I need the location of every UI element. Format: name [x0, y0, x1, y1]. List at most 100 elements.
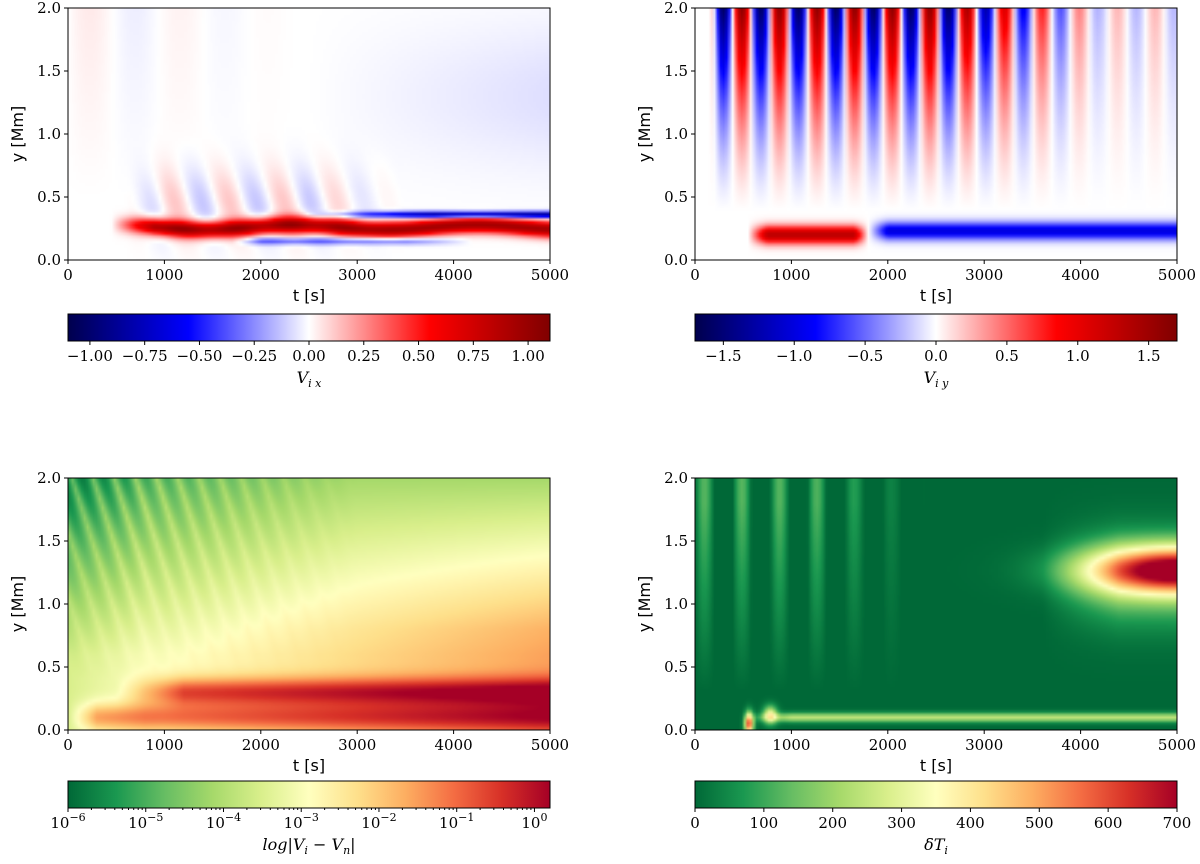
heatmap-image — [68, 8, 550, 260]
colorbar-tick-label: 200 — [818, 814, 847, 832]
x-tick-label: 0 — [690, 736, 700, 754]
y-tick-label: 0.0 — [664, 251, 688, 269]
x-tick-label: 2000 — [242, 736, 280, 754]
y-tick-label: 0.5 — [37, 188, 61, 206]
heatmap-image — [68, 478, 550, 730]
colorbar-tick-label: 1.5 — [1137, 347, 1161, 365]
colorbar — [67, 313, 551, 342]
colorbar-tick-label: 300 — [887, 814, 916, 832]
colorbar-tick-label: 1.00 — [511, 347, 544, 365]
y-tick-label: 0.5 — [664, 188, 688, 206]
x-tick-label: 4000 — [435, 266, 473, 284]
x-tick-label: 3000 — [965, 266, 1003, 284]
colorbar-tick-label: −0.5 — [847, 347, 883, 365]
x-tick-label: 5000 — [531, 736, 569, 754]
colorbar-tick-label: 100 — [521, 811, 547, 832]
x-tick-label: 1000 — [772, 266, 810, 284]
colorbar-label: Vi x — [297, 368, 323, 390]
x-tick-label: 4000 — [435, 736, 473, 754]
y-tick-label: 1.0 — [37, 125, 61, 143]
x-tick-label: 5000 — [1158, 736, 1196, 754]
y-tick-label: 0.0 — [37, 721, 61, 739]
y-tick-label: 1.5 — [664, 532, 688, 550]
colorbar-tick-label: −1.00 — [67, 347, 113, 365]
colorbar-tick-label: 500 — [1025, 814, 1054, 832]
colorbar-tick-label: 0.5 — [995, 347, 1019, 365]
x-tick-label: 3000 — [965, 736, 1003, 754]
y-tick-label: 1.5 — [37, 62, 61, 80]
x-tick-label: 3000 — [338, 736, 376, 754]
x-tick-label: 0 — [63, 266, 73, 284]
colorbar-label: log|Vi − Vn| — [262, 835, 355, 857]
colorbar-tick-label: 10−5 — [128, 811, 163, 832]
x-tick-label: 4000 — [1062, 266, 1100, 284]
y-tick-label: 2.0 — [37, 469, 61, 487]
colorbar-tick-label: 10−2 — [361, 811, 396, 832]
colorbar-tick-label: 10−4 — [206, 811, 241, 832]
colorbar-tick-label: 1.0 — [1066, 347, 1090, 365]
colorbar-tick-label: 600 — [1094, 814, 1123, 832]
y-tick-label: 2.0 — [664, 0, 688, 17]
x-tick-label: 1000 — [145, 266, 183, 284]
colorbar-tick-label: 10−6 — [50, 811, 85, 832]
colorbar — [694, 780, 1178, 809]
x-tick-label: 2000 — [869, 266, 907, 284]
y-tick-label: 0.5 — [37, 658, 61, 676]
x-tick-label: 4000 — [1062, 736, 1100, 754]
colorbar-tick-label: −1.5 — [705, 347, 741, 365]
y-tick-label: 1.0 — [37, 595, 61, 613]
x-tick-label: 1000 — [772, 736, 810, 754]
x-tick-label: 2000 — [869, 736, 907, 754]
colorbar-tick-label: 0.00 — [292, 347, 325, 365]
colorbar-tick-label: −0.75 — [122, 347, 168, 365]
y-tick-label: 1.5 — [664, 62, 688, 80]
panel-1: 0 1000 2000 3000 4000 5000 0.0 0.5 1.0 1.5 2.0 t [s… — [8, 0, 569, 390]
x-tick-label: 5000 — [1158, 266, 1196, 284]
colorbar-tick-label: 100 — [750, 814, 779, 832]
y-tick-label: 0.0 — [664, 721, 688, 739]
y-tick-label: 0.5 — [664, 658, 688, 676]
colorbar — [67, 780, 551, 809]
y-axis-label: y [Mm] — [8, 576, 27, 632]
colorbar — [694, 313, 1178, 342]
colorbar-tick-label: 0 — [690, 814, 700, 832]
colorbar-label: Vi y — [924, 368, 950, 390]
colorbar-tick-label: 0.25 — [347, 347, 380, 365]
colorbar-tick-label: −0.25 — [231, 347, 277, 365]
x-tick-label: 3000 — [338, 266, 376, 284]
y-tick-label: 1.5 — [37, 532, 61, 550]
heatmap-image — [695, 8, 1177, 260]
heatmap-image — [695, 478, 1177, 730]
x-tick-label: 0 — [690, 266, 700, 284]
x-axis-label: t [s] — [920, 286, 952, 305]
y-tick-label: 1.0 — [664, 595, 688, 613]
x-axis-label: t [s] — [293, 756, 325, 775]
y-axis-label: y [Mm] — [635, 106, 654, 162]
colorbar-tick-label: 700 — [1163, 814, 1192, 832]
colorbar-tick-label: 400 — [956, 814, 985, 832]
colorbar-tick-label: 10−1 — [439, 811, 474, 832]
y-tick-label: 1.0 — [664, 125, 688, 143]
y-tick-label: 2.0 — [664, 469, 688, 487]
colorbar-tick-label: −0.50 — [176, 347, 222, 365]
x-axis-label: t [s] — [293, 286, 325, 305]
colorbar-tick-label: 0.75 — [457, 347, 490, 365]
colorbar-tick-label: 10−3 — [284, 811, 319, 832]
y-tick-label: 0.0 — [37, 251, 61, 269]
colorbar-tick-label: −1.0 — [776, 347, 812, 365]
x-tick-label: 1000 — [145, 736, 183, 754]
x-tick-label: 2000 — [242, 266, 280, 284]
colorbar-label: δTi — [924, 835, 948, 857]
y-tick-label: 2.0 — [37, 0, 61, 17]
colorbar-tick-label: 0.0 — [924, 347, 948, 365]
y-axis-label: y [Mm] — [8, 106, 27, 162]
x-axis-label: t [s] — [920, 756, 952, 775]
panel-3: 0 1000 2000 3000 4000 5000 0.0 0.5 1.0 1.5 2.0 t [s… — [8, 469, 569, 857]
y-axis-label: y [Mm] — [635, 576, 654, 632]
x-tick-label: 0 — [63, 736, 73, 754]
colorbar-tick-label: 0.50 — [402, 347, 435, 365]
x-tick-label: 5000 — [531, 266, 569, 284]
panel-2: 0 1000 2000 3000 4000 5000 0.0 0.5 1.0 1.5 2.0 t [s… — [635, 0, 1196, 390]
